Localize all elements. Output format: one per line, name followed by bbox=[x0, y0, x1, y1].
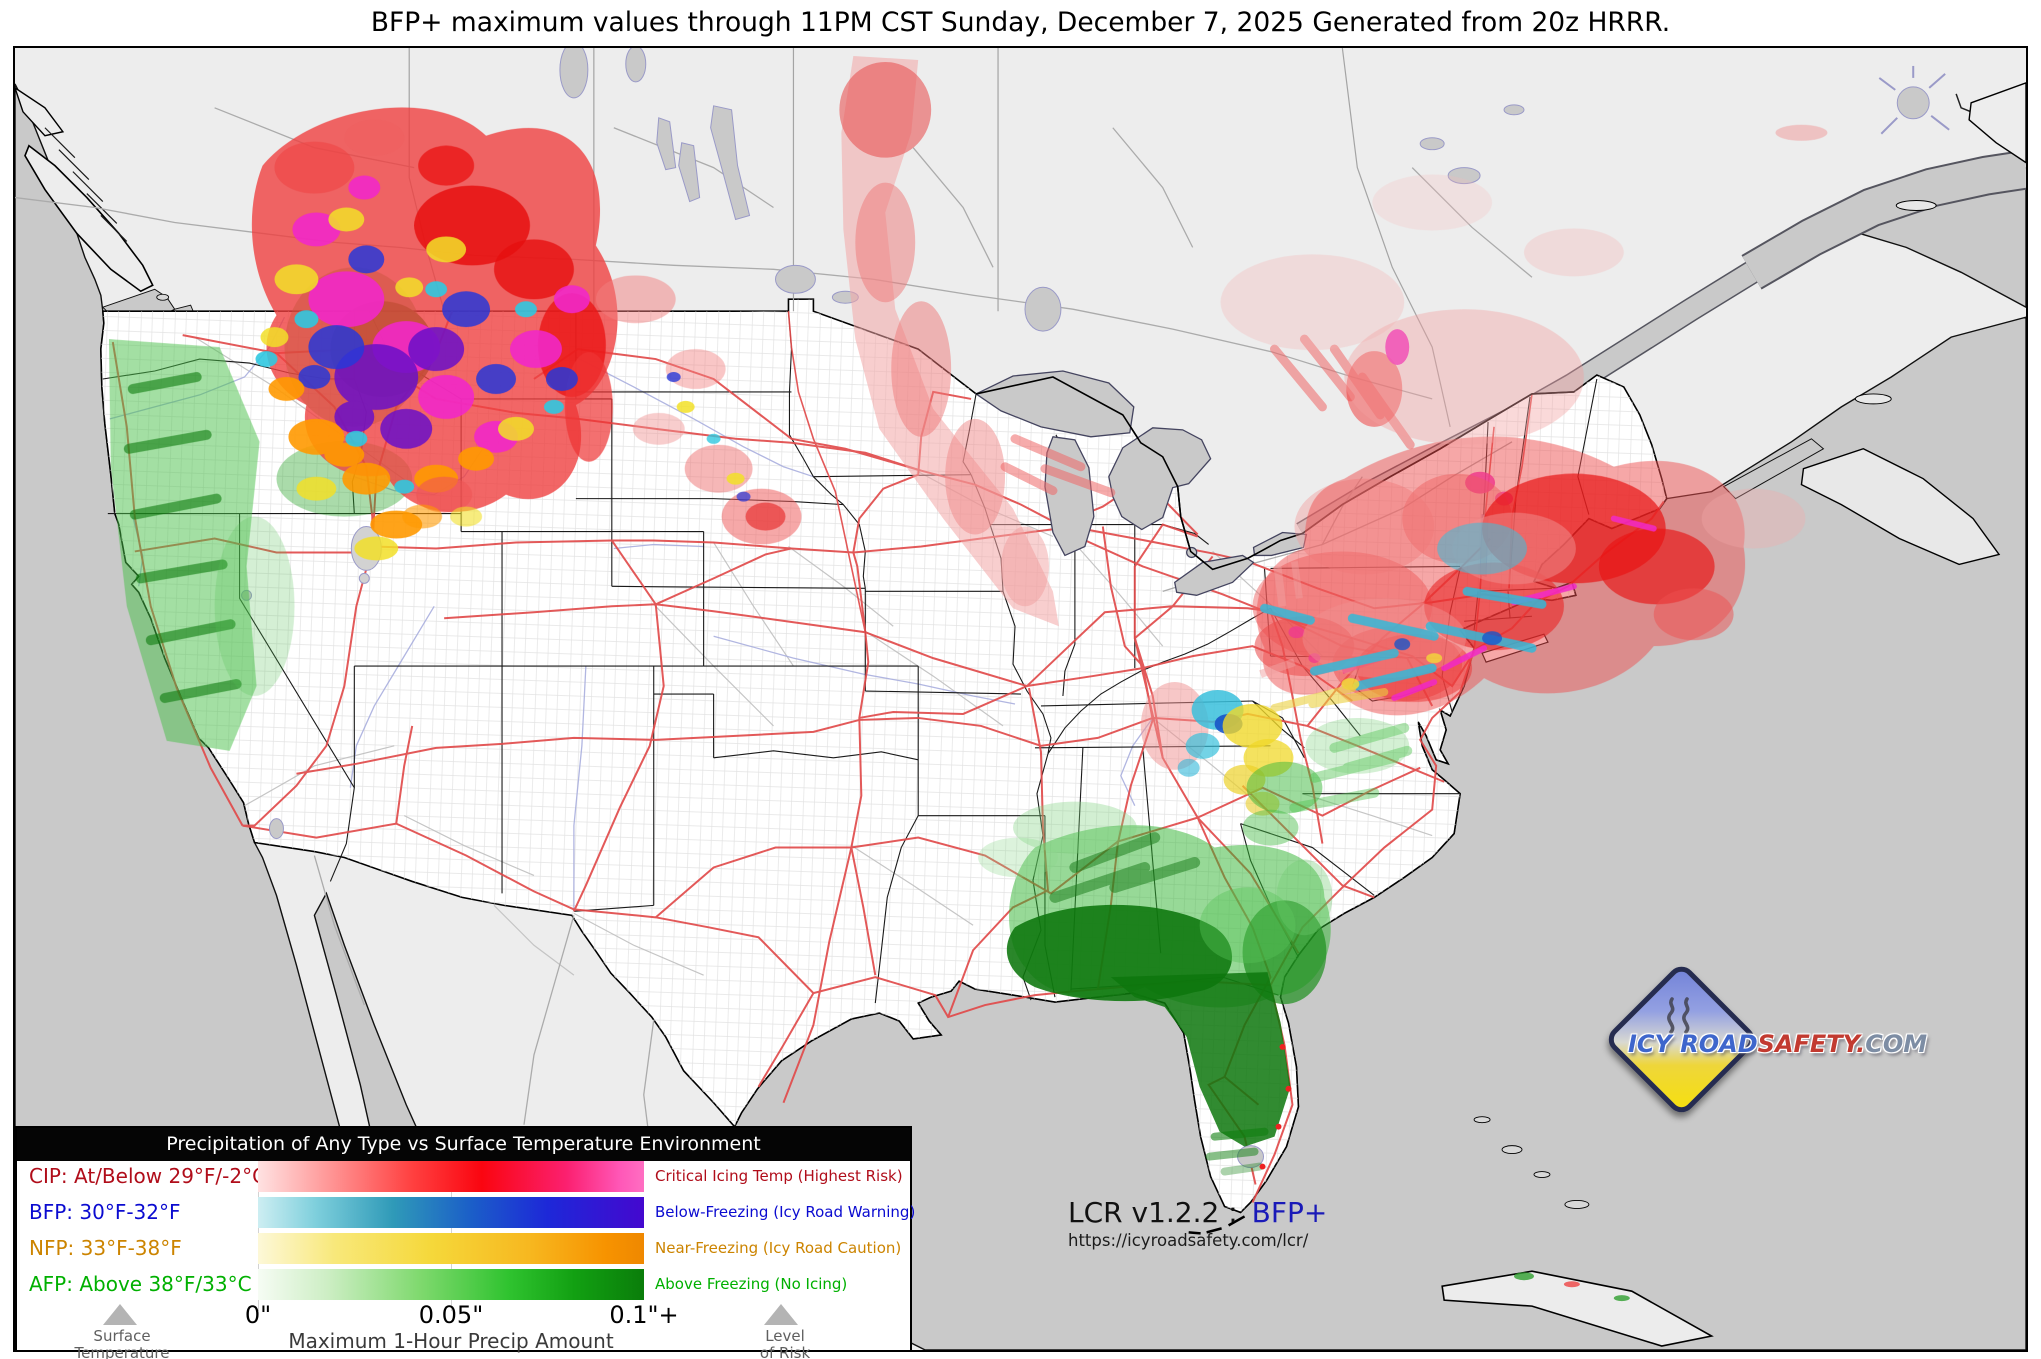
bc-coast-islands bbox=[15, 87, 170, 301]
legend-axis-label: Maximum 1-Hour Precip Amount bbox=[288, 1329, 614, 1353]
precip-overlay bbox=[108, 55, 1828, 1302]
legend-gradient-cip bbox=[258, 1161, 644, 1192]
legend-label-bfp: BFP: 30°F-32°F bbox=[29, 1200, 181, 1224]
legend-gradient-afp bbox=[258, 1269, 644, 1300]
logo-text-safety: SAFETY. bbox=[1757, 1030, 1866, 1058]
page-title: BFP+ maximum values through 11PM CST Sun… bbox=[370, 7, 1671, 38]
tick-0in: 0" bbox=[244, 1301, 272, 1329]
legend-panel: Precipitation of Any Type vs Surface Tem… bbox=[15, 1126, 916, 1359]
legend-gradient-bfp bbox=[258, 1197, 644, 1228]
surface-temp-arrow-label: Surface Temperature bbox=[37, 1328, 207, 1359]
logo-text: ICY ROADSAFETY.COM bbox=[1628, 1030, 1958, 1058]
legend-label-nfp: NFP: 33°F-38°F bbox=[29, 1236, 182, 1260]
level-of-risk-line1: Level bbox=[765, 1327, 805, 1345]
legend-risk-nfp: Near-Freezing (Icy Road Caution) bbox=[655, 1239, 902, 1257]
legend-label-afp: AFP: Above 38°F/33°C bbox=[29, 1272, 252, 1296]
reservoir-arms bbox=[1878, 65, 1950, 135]
islands bbox=[1188, 82, 2026, 1347]
legend-label-cip: CIP: At/Below 29°F/-2°C bbox=[29, 1164, 267, 1188]
surface-temp-line1: Surface bbox=[93, 1327, 151, 1345]
level-of-risk-line2: of Risk bbox=[759, 1344, 811, 1359]
legend-risk-cip: Critical Icing Temp (Highest Risk) bbox=[655, 1167, 903, 1185]
legend-gradient-nfp bbox=[258, 1233, 644, 1264]
lakes bbox=[241, 48, 1930, 1169]
logo-text-com: COM bbox=[1865, 1030, 1928, 1058]
logo-text-icy-road: ICY ROAD bbox=[1628, 1030, 1758, 1058]
icy-road-safety-logo: ICY ROADSAFETY.COM bbox=[1596, 961, 1976, 1142]
legend-title: Precipitation of Any Type vs Surface Tem… bbox=[17, 1128, 910, 1161]
site-url: https://icyroadsafety.com/lcr/ bbox=[1068, 1231, 1309, 1250]
version-text: LCR v1.2.2 : bbox=[1068, 1196, 1238, 1229]
level-of-risk-arrow-label: Level of Risk bbox=[700, 1328, 870, 1359]
surface-temp-line2: Temperature bbox=[74, 1344, 170, 1359]
great-lakes bbox=[974, 370, 1308, 596]
tick-01in: 0.1"+ bbox=[609, 1301, 679, 1329]
version-line: LCR v1.2.2 : BFP+ bbox=[1068, 1196, 1327, 1229]
tick-005in: 0.05" bbox=[418, 1301, 484, 1329]
legend-risk-afp: Above Freezing (No Icing) bbox=[655, 1275, 848, 1293]
skid-marks-icon bbox=[1667, 997, 1690, 1034]
legend-risk-bfp: Below-Freezing (Icy Road Warning) bbox=[655, 1203, 916, 1221]
level-of-risk-arrow-icon bbox=[764, 1304, 798, 1325]
surface-temp-arrow-icon bbox=[103, 1304, 137, 1325]
mode-text: BFP+ bbox=[1251, 1196, 1328, 1229]
